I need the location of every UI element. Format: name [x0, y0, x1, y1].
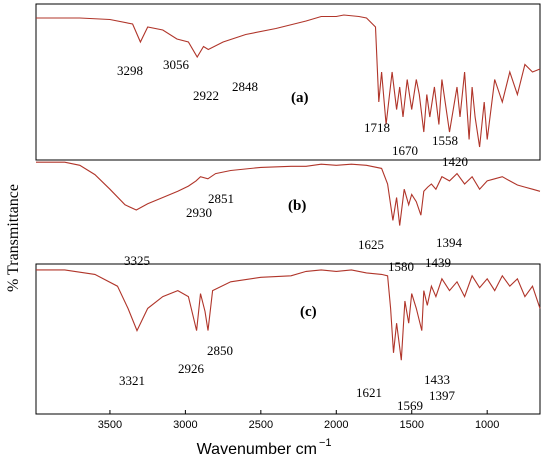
peak-label: 1439 — [425, 255, 451, 270]
plot-frame-c — [35, 263, 541, 415]
spectrum-line-b — [36, 161, 541, 226]
peak-label: 1718 — [364, 120, 390, 135]
peak-label: 2851 — [208, 191, 234, 206]
x-tick-label: 2000 — [324, 419, 348, 431]
peak-label: 1420 — [442, 154, 468, 169]
x-tick-label: 3500 — [98, 419, 122, 431]
peak-label: 2848 — [232, 79, 258, 94]
peak-label: 2926 — [178, 361, 205, 376]
peak-label: 1670 — [392, 143, 418, 158]
peak-label: 3325 — [124, 253, 150, 268]
spectrum-line-c — [36, 269, 541, 361]
x-axis-ticks: 3500 3000 2500 2000 1500 1000 — [98, 410, 499, 431]
x-axis-label: Wavenumber cm — [197, 441, 317, 458]
peak-label: 1394 — [436, 235, 463, 250]
panel-label-a: (a) — [291, 90, 309, 106]
peak-label: 1580 — [388, 259, 414, 274]
peak-label: 1558 — [432, 133, 458, 148]
x-tick-label: 3000 — [173, 419, 197, 431]
peak-label: 1433 — [424, 372, 450, 387]
peak-label: 1397 — [429, 388, 456, 403]
peak-label: 1625 — [358, 237, 384, 252]
peak-label: 3298 — [117, 63, 143, 78]
peak-label: 3056 — [163, 57, 190, 72]
peak-label: 1621 — [356, 385, 382, 400]
x-tick-label: 1500 — [399, 419, 423, 431]
x-axis-label-exponent: −1 — [319, 437, 332, 449]
x-tick-label: 2500 — [249, 419, 273, 431]
peak-label: 2850 — [207, 343, 233, 358]
peak-label: 3321 — [119, 373, 145, 388]
plot-frame-a — [35, 3, 541, 161]
peak-label: 2922 — [193, 88, 219, 103]
panel-label-b: (b) — [288, 198, 306, 214]
x-tick-label: 1000 — [475, 419, 499, 431]
peak-label: 2930 — [186, 205, 212, 220]
peak-label: 1569 — [397, 398, 423, 413]
spectrum-line-a — [36, 14, 541, 148]
spectra-group — [36, 14, 541, 361]
panel-label-c: (c) — [300, 304, 317, 320]
y-axis-label: % Transmittance — [5, 184, 22, 292]
